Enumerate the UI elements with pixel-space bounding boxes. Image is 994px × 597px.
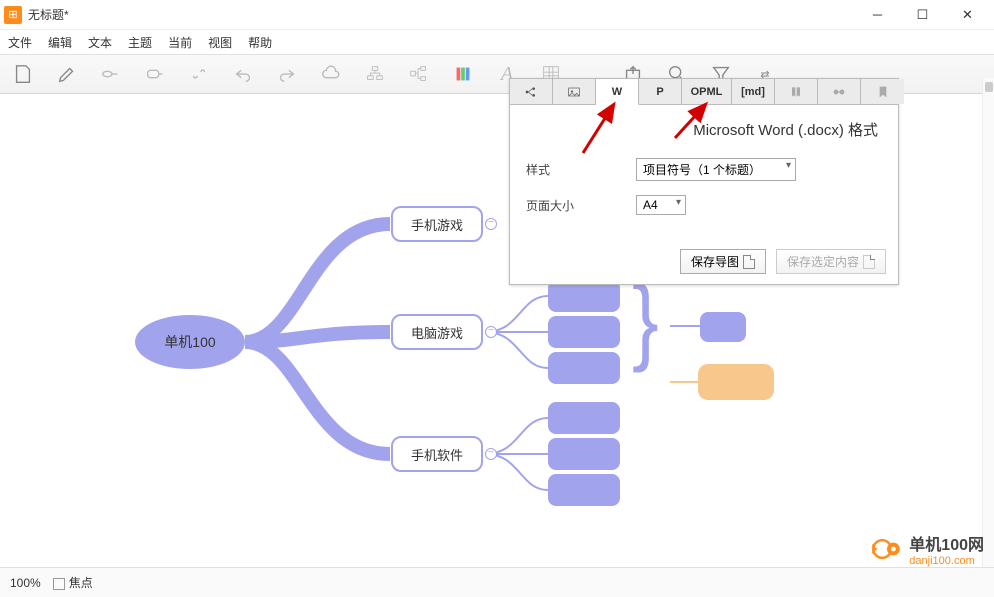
app-icon bbox=[4, 6, 22, 24]
cloud-icon[interactable] bbox=[318, 61, 344, 87]
tab-mindmap-icon[interactable] bbox=[510, 79, 553, 104]
close-button[interactable]: ✕ bbox=[945, 0, 990, 30]
mindmap-leaf[interactable] bbox=[548, 352, 620, 384]
mindmap-branch-3[interactable]: 手机软件 bbox=[391, 436, 483, 472]
minimize-button[interactable]: ─ bbox=[855, 0, 900, 30]
mindmap-leaf[interactable] bbox=[548, 402, 620, 434]
mindmap-leaf[interactable] bbox=[548, 474, 620, 506]
statusbar: 100% 焦点 bbox=[0, 567, 994, 597]
vertical-scrollbar[interactable] bbox=[982, 78, 994, 567]
menu-current[interactable]: 当前 bbox=[168, 34, 192, 51]
mindmap-branch-2[interactable]: 电脑游戏 bbox=[391, 314, 483, 350]
save-selection-button[interactable]: 保存选定内容 bbox=[776, 249, 886, 274]
collapse-toggle[interactable] bbox=[485, 326, 497, 338]
save-map-button[interactable]: 保存导图 bbox=[680, 249, 766, 274]
document-icon bbox=[863, 255, 875, 269]
menu-theme[interactable]: 主题 bbox=[128, 34, 152, 51]
structure-right-icon[interactable] bbox=[406, 61, 432, 87]
tab-bookmark2-icon[interactable] bbox=[861, 79, 904, 104]
zoom-level[interactable]: 100% bbox=[10, 576, 41, 590]
tab-butterfly-icon[interactable] bbox=[818, 79, 861, 104]
window-title: 无标题* bbox=[28, 6, 855, 23]
menu-file[interactable]: 文件 bbox=[8, 34, 32, 51]
structure-down-icon[interactable] bbox=[362, 61, 388, 87]
link-icon[interactable] bbox=[186, 61, 212, 87]
color-icon[interactable] bbox=[450, 61, 476, 87]
mindmap-leaf-orange[interactable] bbox=[698, 364, 774, 400]
maximize-button[interactable]: ☐ bbox=[900, 0, 945, 30]
new-doc-icon[interactable] bbox=[10, 61, 36, 87]
size-select[interactable]: A4 bbox=[636, 195, 686, 215]
tab-image-icon[interactable] bbox=[553, 79, 596, 104]
tab-powerpoint[interactable]: P bbox=[639, 79, 682, 104]
mindmap-leaf[interactable] bbox=[548, 316, 620, 348]
mindmap-leaf[interactable] bbox=[548, 438, 620, 470]
mindmap-leaf-small[interactable] bbox=[700, 312, 746, 342]
focus-checkbox[interactable]: 焦点 bbox=[53, 574, 93, 591]
pen-icon[interactable] bbox=[54, 61, 80, 87]
tab-markdown[interactable]: [md] bbox=[732, 79, 775, 104]
export-panel: W P OPML [md] Microsoft Word (.docx) 格式 … bbox=[509, 78, 899, 285]
node-icon[interactable] bbox=[98, 61, 124, 87]
watermark-url: danji100.com bbox=[909, 555, 984, 567]
titlebar: 无标题* ─ ☐ ✕ bbox=[0, 0, 994, 30]
undo-icon[interactable] bbox=[230, 61, 256, 87]
menu-help[interactable]: 帮助 bbox=[248, 34, 272, 51]
style-label: 样式 bbox=[526, 161, 636, 178]
watermark-name: 单机100网 bbox=[909, 531, 984, 555]
tab-bookmark-icon[interactable] bbox=[775, 79, 818, 104]
menubar: 文件 编辑 文本 主题 当前 视图 帮助 bbox=[0, 30, 994, 54]
mindmap-root[interactable]: 单机100 bbox=[135, 315, 245, 369]
panel-title: Microsoft Word (.docx) 格式 bbox=[526, 119, 882, 140]
menu-edit[interactable]: 编辑 bbox=[48, 34, 72, 51]
watermark: 单机100网 danji100.com bbox=[871, 531, 984, 567]
box-icon[interactable] bbox=[142, 61, 168, 87]
tab-opml[interactable]: OPML bbox=[682, 79, 732, 104]
size-label: 页面大小 bbox=[526, 197, 636, 214]
export-tabs: W P OPML [md] bbox=[510, 79, 898, 105]
document-icon bbox=[743, 255, 755, 269]
menu-text[interactable]: 文本 bbox=[88, 34, 112, 51]
mindmap-branch-1[interactable]: 手机游戏 bbox=[391, 206, 483, 242]
watermark-icon bbox=[871, 533, 903, 565]
style-select[interactable]: 项目符号（1 个标题） bbox=[636, 158, 796, 181]
collapse-toggle[interactable] bbox=[485, 448, 497, 460]
tab-word[interactable]: W bbox=[596, 79, 639, 105]
collapse-toggle[interactable] bbox=[485, 218, 497, 230]
redo-icon[interactable] bbox=[274, 61, 300, 87]
menu-view[interactable]: 视图 bbox=[208, 34, 232, 51]
